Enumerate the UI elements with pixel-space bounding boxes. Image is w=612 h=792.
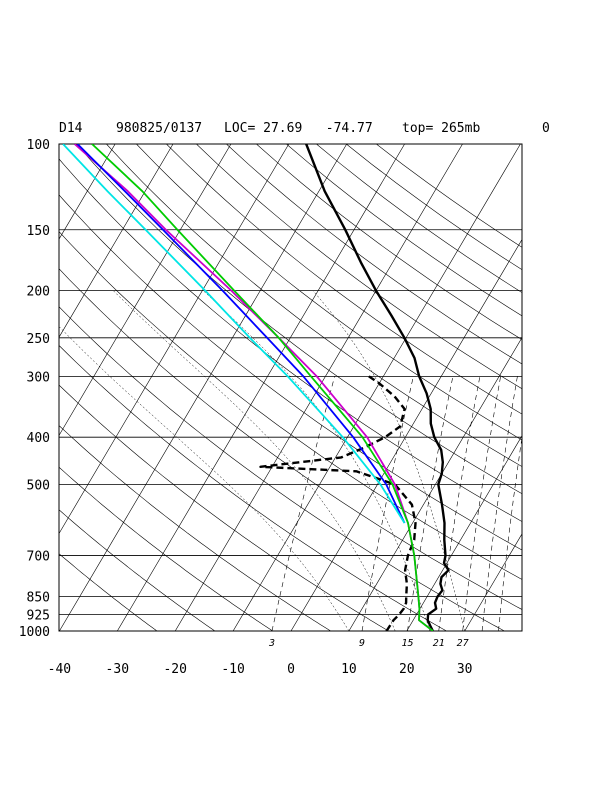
- mixing-ratio-line: [462, 376, 501, 631]
- temperature-line: [305, 144, 450, 631]
- profile-lines: [62, 144, 450, 631]
- y-tick-label: 500: [27, 478, 50, 493]
- dry-adiabat-line: [59, 194, 522, 551]
- dry-adiabat-line: [59, 384, 389, 631]
- mixing-ratio-label: 9: [359, 638, 365, 649]
- top-label: top= 265mb: [402, 121, 480, 136]
- isotherm-line: [59, 144, 116, 240]
- mixing-ratio-label: 3: [268, 638, 275, 649]
- dry-adiabat-line: [196, 144, 522, 390]
- y-tick-label: 1000: [19, 625, 50, 640]
- x-tick-label: -20: [163, 662, 186, 677]
- y-tick-label: 150: [27, 224, 50, 239]
- dry-adiabat-line: [59, 306, 505, 631]
- isotherm-line: [174, 144, 463, 631]
- mixing-ratio-label: 15: [401, 638, 413, 649]
- x-tick-label: 0: [287, 662, 295, 677]
- plot-frame: [58, 143, 523, 632]
- location-label: LOC= 27.69 -74.77: [224, 121, 373, 136]
- dry-adiabat-line: [59, 344, 447, 631]
- extra-label: 0: [542, 121, 550, 136]
- isotherm-line: [348, 337, 522, 631]
- isotherm-line: [59, 144, 232, 436]
- mixing-ratio-line: [271, 376, 335, 631]
- mixing-ratio-line: [407, 376, 454, 631]
- y-tick-label: 400: [27, 431, 50, 446]
- isotherm-line: [581, 144, 612, 631]
- dry-adiabat-line: [376, 144, 522, 248]
- dry-adiabat-line: [136, 144, 522, 441]
- isotherm-line: [464, 533, 522, 631]
- dry-adiabat-line: [346, 144, 522, 271]
- mixing-ratio-line: [438, 376, 481, 631]
- mixing-ratio-line: [361, 376, 414, 631]
- mixing-ratio-line: [498, 435, 522, 631]
- mixing-ratio-label: 21: [433, 638, 445, 649]
- x-tick-label: -10: [221, 662, 244, 677]
- isotherm-line: [59, 144, 174, 338]
- y-tick-label: 300: [27, 370, 50, 385]
- parcel-4-line: [62, 144, 406, 524]
- dewpoint-line: [259, 375, 417, 631]
- y-tick-label: 200: [27, 285, 50, 300]
- isotherm-line: [117, 144, 405, 631]
- y-tick-label: 700: [27, 550, 50, 565]
- moist-adiabat-line: [59, 326, 350, 631]
- isotherm-line: [406, 435, 522, 631]
- isotherm-line: [232, 144, 521, 631]
- x-tick-label: 10: [341, 662, 357, 677]
- x-tick-label: -30: [106, 662, 129, 677]
- y-tick-label: 250: [27, 332, 50, 347]
- dry-adiabat-line: [316, 144, 522, 293]
- parcel-2-line: [91, 144, 434, 631]
- x-tick-label: 20: [399, 662, 415, 677]
- isotherm-line: [290, 238, 522, 631]
- moist-adiabat-line: [113, 290, 396, 631]
- y-tick-label: 925: [27, 609, 50, 624]
- isotherm-line: [523, 144, 612, 631]
- moist-adiabat-line: [312, 290, 465, 631]
- dry-adiabat-line: [166, 144, 522, 415]
- y-tick-label: 850: [27, 591, 50, 606]
- x-tick-label: 30: [457, 662, 473, 677]
- mixing-ratio-line: [481, 376, 518, 631]
- isobar-lines: [58, 143, 523, 632]
- y-tick-label: 100: [27, 138, 50, 153]
- dry-adiabat-line: [59, 158, 522, 522]
- mixing-ratio-label: 27: [457, 638, 469, 649]
- dry-adiabat-line: [256, 144, 522, 340]
- background-grid: [59, 144, 612, 631]
- station-label: D14: [59, 121, 83, 136]
- x-tick-label: -40: [48, 662, 71, 677]
- isotherm-line: [59, 144, 347, 631]
- parcel-3-line: [76, 144, 406, 524]
- datetime-label: 980825/0137: [116, 121, 202, 136]
